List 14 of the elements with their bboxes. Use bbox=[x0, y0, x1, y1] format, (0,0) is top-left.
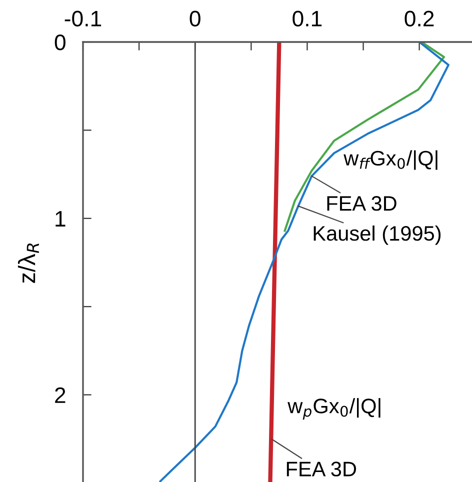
annotation: w$_{p}$Gx$_{0}$/|Q| bbox=[288, 398, 380, 420]
x-tick-label: 0.2 bbox=[404, 10, 434, 26]
x-tick-label: 0.1 bbox=[292, 10, 322, 26]
x-tick-label: 0 bbox=[190, 10, 200, 26]
y-tick-label: 0 bbox=[54, 34, 66, 50]
line-series bbox=[159, 42, 450, 482]
y-axis-title: z/λ$_{R}$ bbox=[18, 244, 39, 283]
annotation: FEA 3D bbox=[286, 462, 356, 476]
annotation: Kausel (1995) bbox=[314, 225, 441, 245]
annotation: w$_{ff}$Gx$_{0}$/|Q| bbox=[344, 150, 438, 170]
x-tick-label: -0.1 bbox=[64, 10, 102, 26]
annotation: FEA 3D bbox=[327, 196, 396, 211]
y-tick-label: 1 bbox=[56, 211, 66, 226]
y-tick-label: 2 bbox=[55, 387, 66, 403]
